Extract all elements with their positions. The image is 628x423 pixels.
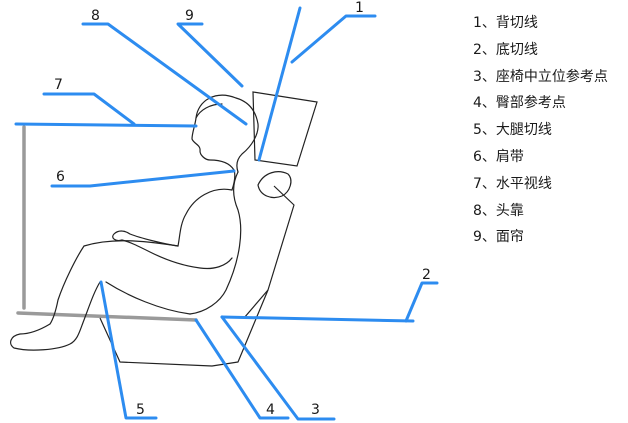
leader-1-back-tangent [290,14,377,64]
leader-9-face-curtain [176,22,244,88]
headrest [257,171,292,199]
legend-item-bottom-tangent: 2、底切线 [473,41,538,58]
seat-outline [99,185,295,367]
legend-item-thigh-tangent: 5、大腿切线 [473,122,552,139]
leader-6-shoulder-belt [50,169,236,188]
callout-5: 5 [136,402,145,418]
callout-8: 8 [91,8,100,24]
callout-3: 3 [311,402,320,418]
leader-8-headrest [81,22,248,126]
back-tangent-line [257,6,302,162]
legend-list: 1、背切线 2、底切线 3、座椅中立位参考点 4、臀部参考点 5、大腿切线 6、… [473,10,608,251]
legend-item-back-tangent: 1、背切线 [473,15,538,31]
callout-numbers: 1 2 3 4 5 6 7 8 9 [54,0,431,418]
callout-2: 2 [422,267,431,283]
leader-4-hip-reference-point [194,318,290,420]
legend-item-hip-reference-point: 4、臀部参考点 [473,95,566,112]
callout-6: 6 [56,169,65,185]
leader-7-horizontal-sight-line [42,92,136,126]
leader-lines [14,6,439,421]
callout-9: 9 [185,8,194,24]
legend-item-seat-neutral-reference-point: 3、座椅中立位参考点 [473,68,608,85]
bottom-tangent-line [220,315,415,323]
leader-2-bottom-tangent [404,281,439,323]
callout-7: 7 [54,77,63,93]
face-curtain [252,91,318,167]
callout-1: 1 [355,0,364,16]
leader-5-thigh-tangent [99,280,158,420]
leader-3-seat-neutral-point [220,315,336,421]
legend-item-horizontal-sight-line: 7、水平视线 [473,175,552,192]
person-outline [10,94,259,351]
seat-post [16,125,198,322]
horizontal-sight-line [14,122,198,128]
legend-item-headrest: 8、头靠 [473,202,524,219]
legend-item-shoulder-belt: 6、肩带 [473,148,524,165]
legend-item-face-curtain: 9、面帘 [473,229,524,246]
callout-4: 4 [266,402,275,418]
